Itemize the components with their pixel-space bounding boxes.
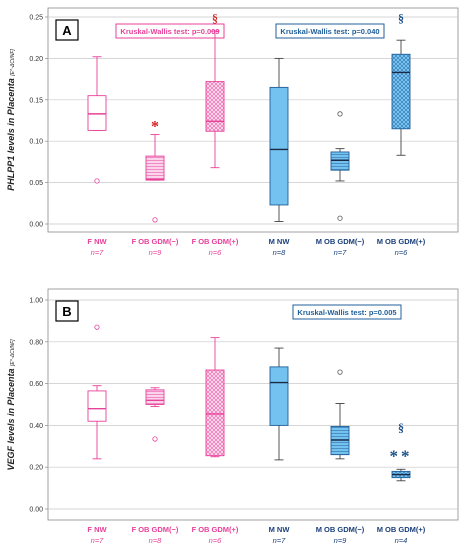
box-iqr bbox=[269, 366, 289, 426]
box-iqr bbox=[330, 151, 350, 171]
panel-letter: B bbox=[62, 304, 71, 319]
y-tick-label: 0.40 bbox=[29, 423, 43, 430]
outlier-point bbox=[337, 111, 343, 117]
panel-B: 0.00 0.20 0.40 0.60 0.80 1.00 VEGF levels in P… bbox=[6, 288, 459, 545]
panel-A: 0.00 0.05 0.10 0.15 0.20 0.25 PHLPP1 levels in… bbox=[6, 7, 459, 257]
box-iqr bbox=[145, 389, 165, 405]
box-iqr bbox=[269, 86, 289, 206]
category-label: M NW bbox=[269, 237, 291, 246]
box-iqr bbox=[145, 155, 165, 181]
y-axis-unit: [E^-ΔCt/NF] bbox=[10, 49, 16, 77]
box-iqr bbox=[87, 390, 107, 422]
female-test-box bbox=[115, 23, 225, 39]
box-group: F OB GDM(+) n=6 § bbox=[192, 11, 239, 257]
box-group: M OB GDM(−) n=7 bbox=[316, 111, 365, 257]
sample-size-label: n=6 bbox=[395, 248, 409, 257]
category-label: M OB GDM(−) bbox=[316, 237, 365, 246]
category-label: F OB GDM(+) bbox=[192, 525, 239, 534]
box-group: M NW n=8 bbox=[269, 57, 291, 257]
box-group: F OB GDM(−) n=8 bbox=[132, 387, 179, 545]
box-group: M OB GDM(+) n=4 § ** bbox=[377, 420, 426, 545]
category-label: M OB GDM(+) bbox=[377, 237, 426, 246]
y-tick-label: 0.00 bbox=[29, 507, 43, 514]
box-group: M OB GDM(−) n=9 bbox=[316, 369, 365, 545]
significance-mark: * bbox=[151, 119, 159, 136]
category-label: F OB GDM(−) bbox=[132, 525, 179, 534]
significance-mark: § bbox=[398, 420, 404, 434]
panel-letter-box bbox=[55, 19, 79, 41]
y-axis-label-text: PHLPP1 levels in Placenta bbox=[6, 76, 16, 191]
significance-mark: § bbox=[212, 11, 218, 25]
box-group: F OB GDM(−) n=9 * bbox=[132, 119, 179, 257]
y-tick-label: 0.10 bbox=[29, 139, 43, 146]
outlier-point bbox=[337, 369, 343, 375]
plot-frame bbox=[47, 7, 459, 233]
box-group: F NW n=7 bbox=[87, 324, 107, 545]
y-tick-label: 0.05 bbox=[29, 180, 43, 187]
sample-size-label: n=9 bbox=[334, 536, 348, 545]
y-axis-label-text: VEGF levels in Placenta bbox=[6, 366, 16, 471]
sample-size-label: n=6 bbox=[209, 248, 223, 257]
outlier-point bbox=[94, 178, 100, 184]
category-label: F OB GDM(−) bbox=[132, 237, 179, 246]
sample-size-label: n=9 bbox=[149, 248, 163, 257]
box-group: F OB GDM(+) n=6 bbox=[192, 337, 239, 545]
y-tick-label: 0.60 bbox=[29, 381, 43, 388]
sample-size-label: n=7 bbox=[334, 248, 348, 257]
box-group: M OB GDM(+) n=6 § bbox=[377, 11, 426, 257]
box-iqr bbox=[391, 53, 411, 130]
y-tick-label: 0.00 bbox=[29, 222, 43, 229]
y-tick-label: 0.80 bbox=[29, 339, 43, 346]
box-iqr bbox=[205, 81, 225, 132]
sample-size-label: n=8 bbox=[273, 248, 287, 257]
panel-letter: A bbox=[62, 23, 72, 38]
category-label: M OB GDM(−) bbox=[316, 525, 365, 534]
outlier-point bbox=[94, 324, 100, 330]
sample-size-label: n=6 bbox=[209, 536, 223, 545]
significance-mark: ** bbox=[390, 446, 413, 465]
female-test-label: Kruskal-Wallis test: p=0.009 bbox=[120, 27, 219, 36]
category-label: M OB GDM(+) bbox=[377, 525, 426, 534]
category-label: F NW bbox=[87, 525, 107, 534]
male-test-box bbox=[292, 304, 402, 320]
category-label: F OB GDM(+) bbox=[192, 237, 239, 246]
y-axis-unit: [E^-ΔCt/NF] bbox=[10, 339, 16, 367]
y-tick-label: 0.20 bbox=[29, 465, 43, 472]
box-iqr bbox=[87, 95, 107, 131]
male-test-box bbox=[275, 23, 385, 39]
sample-size-label: n=7 bbox=[273, 536, 287, 545]
male-test-label: Kruskal-Wallis test: p=0.005 bbox=[297, 308, 396, 317]
sample-size-label: n=7 bbox=[91, 536, 105, 545]
y-tick-label: 0.25 bbox=[29, 15, 43, 22]
outlier-point bbox=[152, 436, 158, 442]
plot-frame bbox=[47, 288, 459, 521]
box-group: M NW n=7 bbox=[269, 347, 291, 545]
panel-letter-box bbox=[55, 300, 79, 322]
sample-size-label: n=7 bbox=[91, 248, 105, 257]
box-iqr bbox=[205, 369, 225, 457]
significance-mark: § bbox=[398, 11, 404, 25]
y-axis-label: VEGF levels in Placenta [E^-ΔCt/NF] bbox=[6, 339, 16, 471]
y-tick-label: 0.15 bbox=[29, 97, 43, 104]
sample-size-label: n=4 bbox=[395, 536, 408, 545]
male-test-label: Kruskal-Wallis test: p=0.040 bbox=[280, 27, 379, 36]
sample-size-label: n=8 bbox=[149, 536, 163, 545]
y-tick-label: 1.00 bbox=[29, 298, 43, 305]
box-group: F NW n=7 bbox=[87, 56, 107, 257]
y-tick-label: 0.20 bbox=[29, 56, 43, 63]
y-axis-label: PHLPP1 levels in Placenta [E^-ΔCt/NF] bbox=[6, 49, 16, 191]
outlier-point bbox=[152, 217, 158, 223]
category-label: M NW bbox=[269, 525, 291, 534]
outlier-point bbox=[337, 215, 343, 221]
category-label: F NW bbox=[87, 237, 107, 246]
